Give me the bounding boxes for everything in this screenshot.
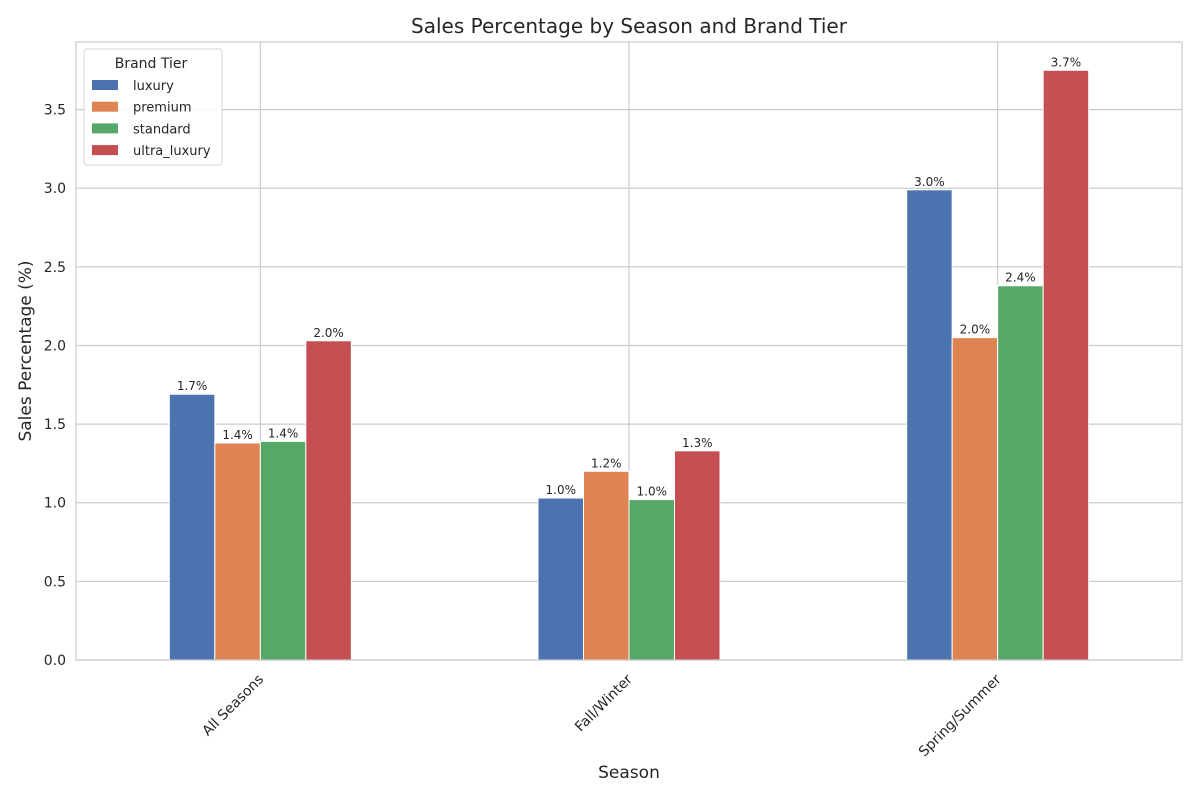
legend-swatch-premium bbox=[92, 101, 118, 112]
bar-standard-0 bbox=[259, 440, 307, 661]
chart-title: Sales Percentage by Season and Brand Tie… bbox=[411, 14, 848, 38]
data-label: 1.3% bbox=[682, 436, 713, 450]
bar-ultra_luxury-2 bbox=[1042, 69, 1090, 661]
y-tick-label: 2.5 bbox=[44, 260, 66, 276]
legend-box bbox=[83, 48, 223, 166]
legend-title: Brand Tier bbox=[115, 56, 188, 72]
y-tick-labels: 0.0 0.5 1.0 1.5 2.0 2.5 3.0 3.5 bbox=[44, 103, 66, 669]
y-tick-label: 1.0 bbox=[44, 496, 66, 512]
legend-label-ultra_luxury: ultra_luxury bbox=[133, 144, 211, 159]
data-label: 3.0% bbox=[914, 175, 945, 189]
legend-items: luxury premium standard ultra_luxury bbox=[92, 79, 211, 159]
legend-label-premium: premium bbox=[133, 101, 192, 116]
y-tick-label: 2.0 bbox=[44, 338, 66, 354]
bar-ultra_luxury-0 bbox=[305, 340, 352, 661]
data-label: 1.0% bbox=[637, 485, 668, 499]
x-axis-label: Season bbox=[598, 763, 660, 783]
x-tick-label: Spring/Summer bbox=[916, 671, 1005, 760]
data-labels-group: 1.7% 1.0% 3.0% 1.4% 1.2% 2.0% 1.4% 1.0% 2.4% 2.0%… bbox=[177, 55, 1081, 498]
legend-swatch-standard bbox=[92, 123, 118, 134]
y-tick-label: 3.5 bbox=[44, 103, 66, 119]
bar-premium-0 bbox=[214, 442, 261, 661]
data-label: 2.0% bbox=[313, 326, 344, 340]
plot-frame bbox=[75, 41, 1183, 661]
data-label: 2.0% bbox=[960, 323, 991, 337]
bar-premium-1 bbox=[583, 470, 630, 661]
bar-luxury-1 bbox=[537, 497, 584, 661]
data-label: 2.4% bbox=[1005, 271, 1036, 285]
bar-standard-2 bbox=[997, 285, 1044, 661]
y-tick-label: 0.0 bbox=[44, 653, 66, 669]
bars-group bbox=[168, 69, 1090, 661]
data-label: 1.2% bbox=[591, 456, 622, 470]
legend-swatch-luxury bbox=[92, 80, 118, 90]
data-label: 1.4% bbox=[222, 428, 253, 442]
data-label: 1.7% bbox=[177, 379, 208, 393]
bar-standard-1 bbox=[628, 499, 675, 661]
x-tick-labels: All Seasons Fall/Winter Spring/Summer bbox=[199, 671, 1004, 760]
data-label: 1.0% bbox=[546, 483, 577, 497]
x-tick-label: Fall/Winter bbox=[572, 671, 636, 735]
y-axis-label: Sales Percentage (%) bbox=[16, 260, 36, 441]
data-label: 1.4% bbox=[268, 426, 299, 440]
legend-label-luxury: luxury bbox=[133, 79, 174, 94]
bar-ultra_luxury-1 bbox=[674, 450, 721, 661]
y-tick-label: 0.5 bbox=[44, 574, 66, 590]
data-label: 3.7% bbox=[1051, 55, 1082, 69]
bar-luxury-2 bbox=[906, 189, 953, 661]
bar-premium-2 bbox=[951, 337, 999, 661]
legend-label-standard: standard bbox=[133, 122, 191, 137]
bar-luxury-0 bbox=[168, 393, 216, 661]
y-tick-label: 1.5 bbox=[44, 417, 66, 433]
legend-swatch-ultra_luxury bbox=[92, 145, 118, 156]
x-tick-label: All Seasons bbox=[199, 672, 267, 740]
y-tick-label: 3.0 bbox=[44, 181, 66, 197]
legend: Brand Tier luxury premium standard ultra_lu… bbox=[83, 48, 223, 166]
